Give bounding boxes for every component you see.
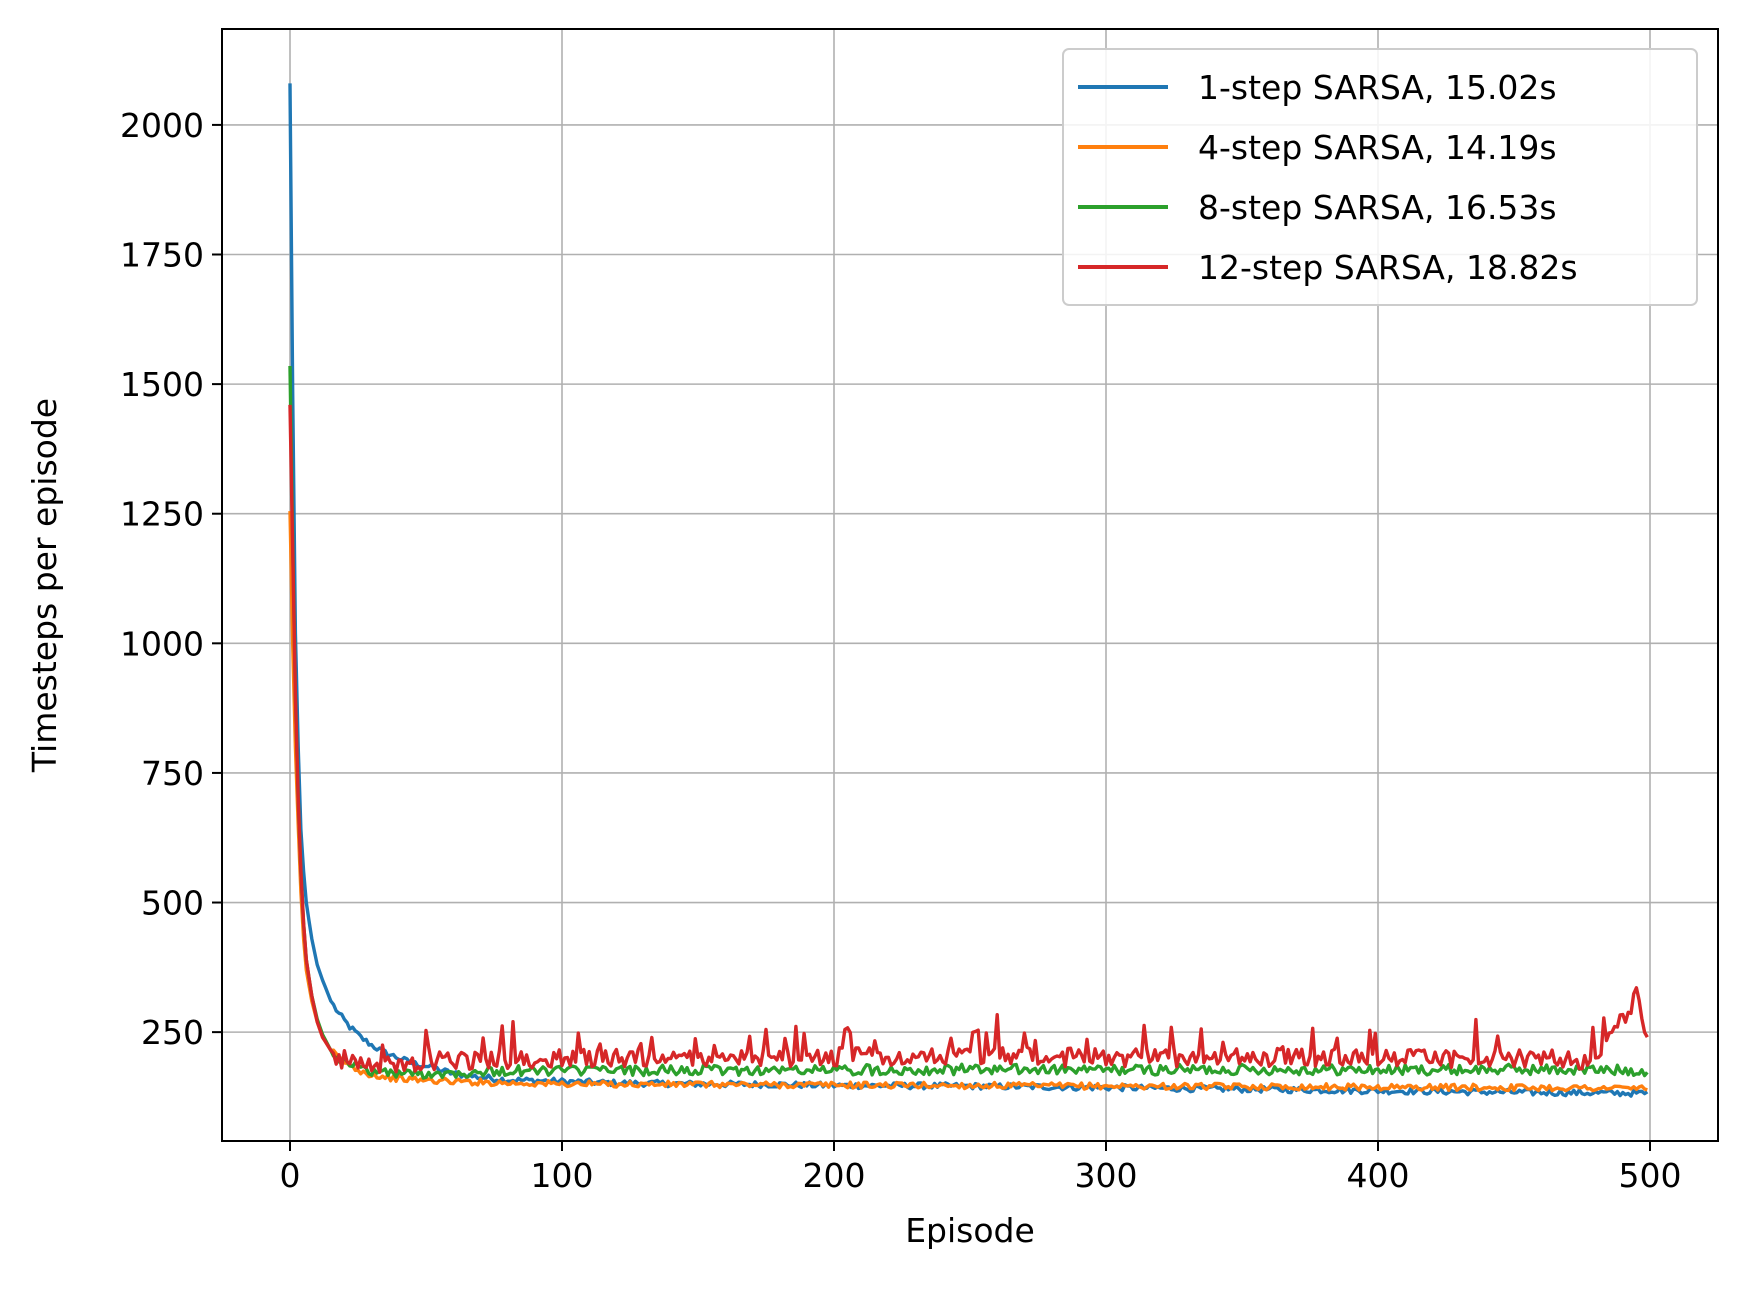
x-axis-ticks: 0 100 200 300 400 500 xyxy=(280,1141,1682,1195)
y-tick-label: 750 xyxy=(141,754,204,793)
x-tick-label: 300 xyxy=(1075,1156,1138,1195)
series-line-2 xyxy=(288,511,1648,1093)
y-tick-label: 1000 xyxy=(120,624,204,663)
legend-label-1-step: 1-step SARSA, 15.02s xyxy=(1198,68,1557,107)
plot-area-frame xyxy=(221,28,1719,1142)
gridlines xyxy=(222,29,1718,1141)
y-axis-label: Timesteps per episode xyxy=(25,398,64,773)
y-tick-label: 1500 xyxy=(120,365,204,404)
x-tick-label: 0 xyxy=(280,1156,301,1195)
x-tick-label: 200 xyxy=(803,1156,866,1195)
series-lines xyxy=(288,83,1649,1098)
legend-label-12-step: 12-step SARSA, 18.82s xyxy=(1198,248,1578,287)
legend-box xyxy=(1062,48,1698,306)
y-tick-label: 250 xyxy=(141,1013,204,1052)
y-tick-label: 2000 xyxy=(120,106,204,145)
y-tick-label: 1250 xyxy=(120,495,204,534)
y-tick-label: 1750 xyxy=(120,236,204,275)
x-axis-label: Episode xyxy=(905,1211,1035,1250)
series-line-3 xyxy=(288,365,1649,1080)
x-tick-label: 500 xyxy=(1619,1156,1682,1195)
y-tick-label: 500 xyxy=(141,884,204,923)
series-line-4 xyxy=(288,404,1649,1074)
y-axis-ticks: 250 500 750 1000 1250 1500 1750 2000 xyxy=(120,106,222,1052)
x-tick-label: 100 xyxy=(531,1156,594,1195)
legend-label-4-step: 4-step SARSA, 14.19s xyxy=(1198,128,1557,167)
legend-label-8-step: 8-step SARSA, 16.53s xyxy=(1198,188,1557,227)
x-tick-label: 400 xyxy=(1347,1156,1410,1195)
legend: 1-step SARSA, 15.02s 4-step SARSA, 14.19… xyxy=(1062,48,1698,306)
